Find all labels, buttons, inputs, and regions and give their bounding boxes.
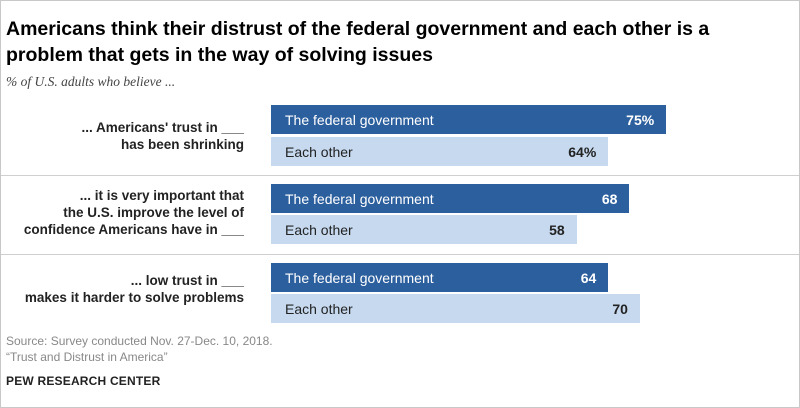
chart-subtitle: % of U.S. adults who believe ... bbox=[6, 74, 176, 89]
bar-series-label: The federal government bbox=[285, 270, 434, 286]
bar-series-label: The federal government bbox=[285, 112, 434, 128]
bar-value-label: 68 bbox=[601, 191, 618, 207]
bar-federal-harder-to-solve: The federal government 64 bbox=[271, 263, 609, 292]
group-label-harder-to-solve: ... low trust in ___ makes it harder to … bbox=[24, 273, 244, 305]
group-label-shrinking: ... Americans' trust in ___ has been shr… bbox=[81, 120, 244, 152]
group-label-improve-confidence: ... it is very important that the U.S. i… bbox=[23, 188, 244, 237]
bar-value-label: 64% bbox=[568, 144, 597, 160]
bar-each-other-improve-confidence: Each other 58 bbox=[271, 215, 577, 244]
bar-value-label: 70 bbox=[612, 301, 628, 317]
chart-title: Americans think their distrust of the fe… bbox=[6, 18, 710, 66]
bar-series-label: The federal government bbox=[285, 191, 434, 207]
group-separator bbox=[1, 175, 799, 176]
bar-value-label: 58 bbox=[549, 222, 565, 238]
bar-each-other-shrinking: Each other 64% bbox=[271, 137, 609, 166]
bar-series-label: Each other bbox=[285, 301, 353, 317]
bar-series-label: Each other bbox=[285, 144, 353, 160]
bar-each-other-harder-to-solve: Each other 70 bbox=[271, 294, 640, 323]
report-title: “Trust and Distrust in America” bbox=[6, 350, 168, 364]
bar-value-label: 64 bbox=[580, 270, 597, 286]
group-separator bbox=[1, 254, 799, 255]
bar-federal-improve-confidence: The federal government 68 bbox=[271, 184, 630, 213]
bar-value-label: 75% bbox=[626, 112, 655, 128]
bar-federal-shrinking: The federal government 75% bbox=[271, 105, 667, 134]
bar-series-label: Each other bbox=[285, 222, 353, 238]
source-note: Source: Survey conducted Nov. 27-Dec. 10… bbox=[6, 334, 273, 348]
pew-logo-text: PEW RESEARCH CENTER bbox=[6, 374, 161, 388]
